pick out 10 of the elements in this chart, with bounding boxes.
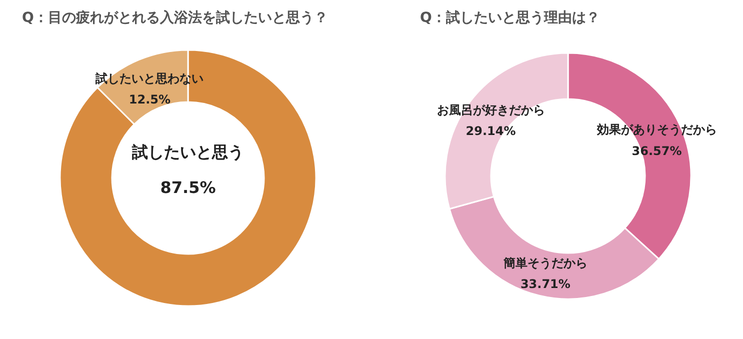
slice-label: お風呂が好きだから bbox=[436, 102, 545, 117]
data-label: 87.5% bbox=[160, 178, 216, 198]
data-label: 33.71% bbox=[520, 277, 570, 292]
chart-title: Q：試したいと思う理由は？ bbox=[420, 8, 600, 26]
data-label: 12.5% bbox=[128, 92, 171, 106]
chart-title: Q：目の疲れがとれる入浴法を試したいと思う？ bbox=[22, 8, 328, 26]
data-label: 29.14% bbox=[466, 124, 516, 138]
slice-label: 試したいと思う bbox=[131, 142, 244, 162]
donut-slice bbox=[59, 49, 317, 307]
slice-label: 簡単そうだから bbox=[502, 256, 588, 270]
